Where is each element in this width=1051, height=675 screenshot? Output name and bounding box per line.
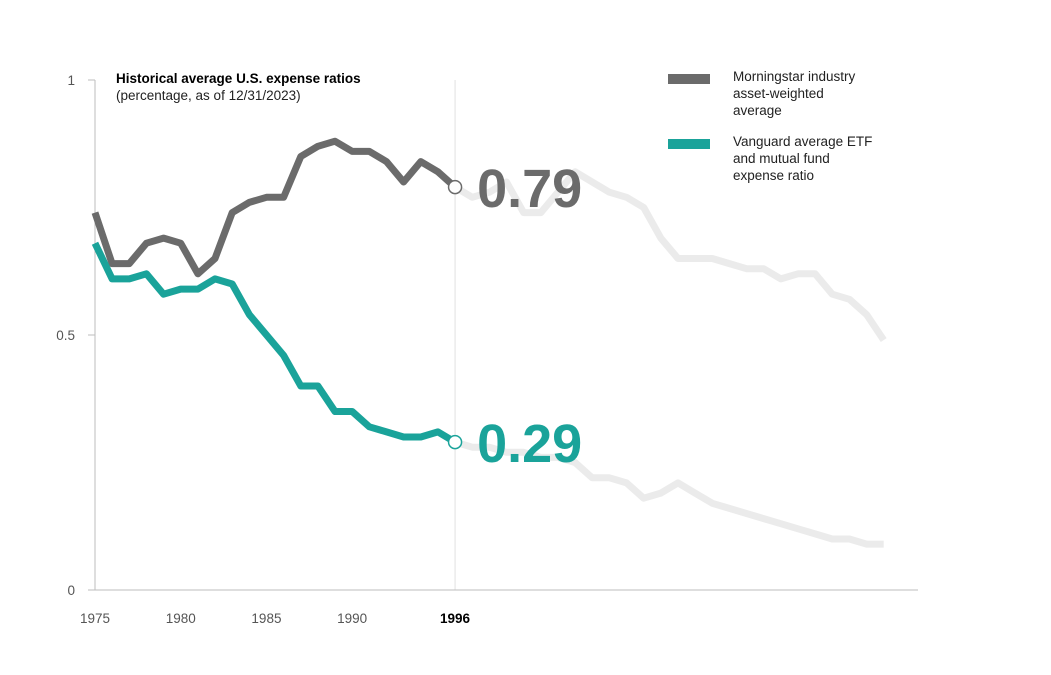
x-tick-label: 1975 <box>80 611 110 626</box>
future-lines-layer <box>453 168 887 548</box>
chart-title: Historical average U.S. expense ratios <box>116 71 361 86</box>
chart-title-block: Historical average U.S. expense ratios (… <box>116 70 361 104</box>
axis-ticks: 0 0.5 1 1975 1980 1985 1990 1996 <box>56 73 470 626</box>
y-tick-label: 0 <box>67 583 75 598</box>
x-tick-label: 1996 <box>440 611 471 626</box>
series-future-line <box>454 438 884 548</box>
series-line <box>91 137 458 278</box>
past-lines-layer <box>91 137 458 446</box>
end-value-label: 0.79 <box>477 159 582 219</box>
end-point-marker <box>447 434 463 450</box>
x-tick-label: 1990 <box>337 611 367 626</box>
y-tick-label: 0.5 <box>56 328 75 343</box>
end-value-labels: 0.79 0.29 <box>447 159 582 474</box>
x-tick-label: 1985 <box>251 611 281 626</box>
legend-swatch-morningstar <box>668 74 710 84</box>
chart-subtitle: (percentage, as of 12/31/2023) <box>116 88 301 103</box>
series-future-line <box>453 168 887 343</box>
legend-label-morningstar: Morningstar industry asset-weighted aver… <box>733 69 856 118</box>
series-line <box>91 241 457 446</box>
x-tick-label: 1980 <box>166 611 196 626</box>
legend-swatch-vanguard <box>668 139 710 149</box>
legend-item-morningstar: Morningstar industry asset-weighted aver… <box>668 68 908 119</box>
legend-label-vanguard: Vanguard average ETF and mutual fund exp… <box>733 134 873 183</box>
y-tick-label: 1 <box>67 73 75 88</box>
end-point-marker <box>447 179 463 195</box>
chart-legend: Morningstar industry asset-weighted aver… <box>668 68 908 198</box>
end-value-label: 0.29 <box>477 414 582 474</box>
legend-item-vanguard: Vanguard average ETF and mutual fund exp… <box>668 133 908 184</box>
